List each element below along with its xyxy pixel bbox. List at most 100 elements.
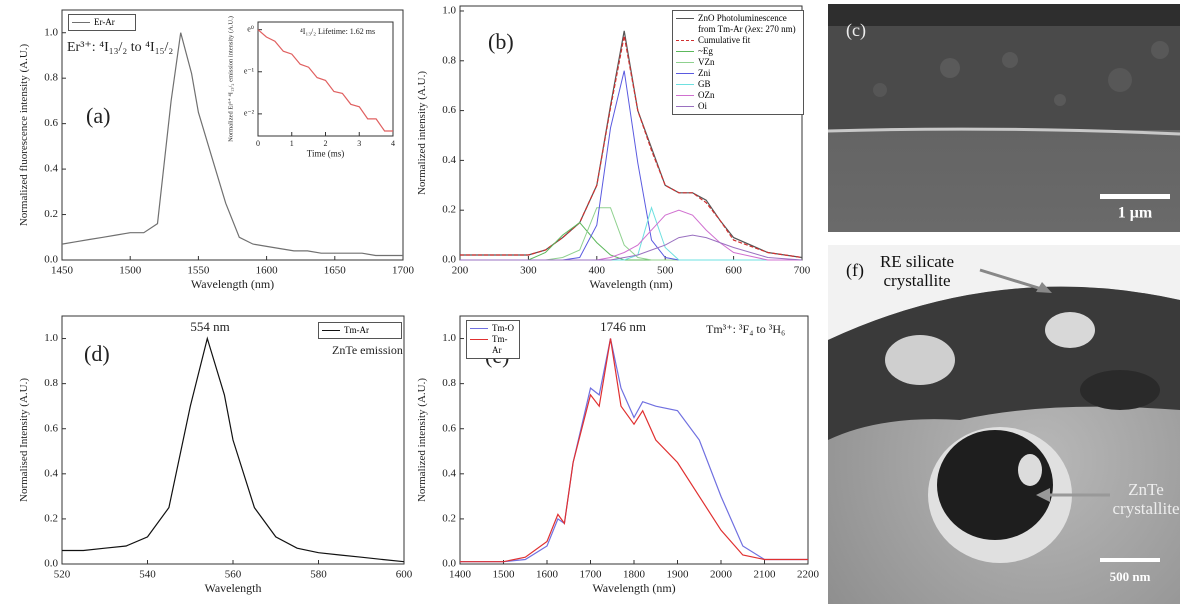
scale-bar-label: 500 nm bbox=[1110, 569, 1151, 584]
y-tick-label: 0.6 bbox=[44, 422, 58, 434]
legend-label: Tm-Ar bbox=[344, 325, 369, 335]
y-tick-label: e⁻² bbox=[244, 109, 255, 118]
data-line bbox=[257, 29, 393, 132]
legend-entry: ~Eg bbox=[676, 46, 800, 57]
legend-swatch bbox=[676, 84, 694, 85]
x-tick-label: 520 bbox=[54, 569, 71, 581]
x-tick-label: 1650 bbox=[324, 265, 347, 277]
legend-entry: VZn bbox=[676, 57, 800, 68]
y-tick-label: 0.0 bbox=[44, 254, 58, 266]
x-tick-label: 3 bbox=[357, 139, 361, 148]
x-tick-label: 1800 bbox=[623, 569, 646, 581]
x-tick-label: 2000 bbox=[710, 569, 733, 581]
y-tick-label: 0.4 bbox=[442, 467, 456, 479]
y-tick-label: 0.8 bbox=[44, 72, 58, 84]
y-tick-label: 0.2 bbox=[442, 512, 456, 524]
x-tick-label: 560 bbox=[225, 569, 242, 581]
x-axis-label: Wavelength (nm) bbox=[191, 277, 274, 291]
legend-label: GB bbox=[698, 79, 711, 89]
x-tick-label: 400 bbox=[589, 265, 606, 277]
y-tick-label: 1.0 bbox=[442, 332, 456, 344]
image-annotation: RE silicate crystallite bbox=[879, 252, 955, 290]
legend-swatch bbox=[676, 73, 694, 74]
y-axis-label: Normalized intensity (A.U.) bbox=[416, 71, 428, 195]
y-axis-label: Normalized intensity (A.U.) bbox=[416, 378, 428, 502]
y-axis-label: Normalized Er³⁺ ⁴I₁₃/₂ emission intensit… bbox=[227, 16, 234, 142]
y-tick-label: 1.0 bbox=[44, 332, 58, 344]
y-tick-label: 0.6 bbox=[44, 117, 58, 129]
x-tick-label: 2 bbox=[324, 139, 328, 148]
legend-entry: Oi bbox=[676, 101, 800, 112]
y-tick-label: e⁻¹ bbox=[244, 67, 255, 76]
y-tick-label: 0.8 bbox=[442, 377, 456, 389]
annotation: (b) bbox=[488, 29, 514, 54]
image-annotation: ZnTe crystallite bbox=[1112, 480, 1180, 518]
data-line bbox=[460, 338, 808, 563]
legend-entry: Tm-O bbox=[470, 323, 516, 334]
sem-image: 1 μm (c) bbox=[827, 4, 1181, 232]
legend-swatch bbox=[676, 106, 694, 107]
y-tick-label: 0.4 bbox=[442, 154, 456, 166]
y-tick-label: e⁰ bbox=[247, 25, 254, 34]
annotation: ⁴I₁₃/₂ Lifetime: 1.62 ms bbox=[300, 27, 375, 36]
x-tick-label: 600 bbox=[396, 569, 413, 581]
x-tick-label: 2100 bbox=[754, 569, 777, 581]
legend: ZnO Photoluminescence from Tm-Ar (λex: 2… bbox=[672, 10, 804, 115]
y-tick-label: 0.4 bbox=[44, 467, 58, 479]
legend-entry: Zni bbox=[676, 68, 800, 79]
x-tick-label: 1 bbox=[290, 139, 294, 148]
legend-label: Tm-Ar bbox=[492, 334, 508, 355]
y-tick-label: 0.8 bbox=[442, 54, 456, 66]
y-tick-label: 0.0 bbox=[442, 254, 456, 266]
legend-entry: Cumulative fit bbox=[676, 35, 800, 46]
legend-label: OZn bbox=[698, 90, 715, 100]
data-line bbox=[61, 32, 403, 257]
x-tick-label: 1550 bbox=[187, 265, 210, 277]
y-tick-label: 0.4 bbox=[44, 163, 58, 175]
legend-entry: OZn bbox=[676, 90, 800, 101]
data-line bbox=[460, 338, 808, 563]
legend-entry: Tm-Ar bbox=[322, 325, 398, 336]
legend-swatch bbox=[676, 95, 694, 96]
y-axis-label: Normalised Intensity (A.U.) bbox=[18, 378, 30, 502]
plot-frame bbox=[257, 21, 394, 137]
y-tick-label: 0.8 bbox=[44, 377, 58, 389]
legend-swatch bbox=[676, 18, 694, 19]
legend-label: Oi bbox=[698, 101, 707, 111]
x-tick-label: 200 bbox=[452, 265, 469, 277]
x-tick-label: 0 bbox=[256, 139, 260, 148]
legend: Er-Ar bbox=[68, 14, 136, 31]
x-tick-label: 1400 bbox=[449, 569, 472, 581]
x-axis-label: Wavelength (nm) bbox=[589, 277, 672, 291]
data-line bbox=[62, 336, 405, 563]
y-axis-label: Normalized fluorescence intensity (A.U.) bbox=[18, 43, 30, 226]
legend: Tm-Ar bbox=[318, 322, 402, 339]
y-tick-label: 0.2 bbox=[44, 208, 58, 220]
legend-swatch bbox=[470, 339, 488, 340]
x-tick-label: 700 bbox=[794, 265, 811, 277]
annotation: 554 nm bbox=[190, 319, 229, 334]
x-axis-label: Time (ms) bbox=[307, 148, 344, 158]
x-tick-label: 1600 bbox=[536, 569, 559, 581]
legend-swatch bbox=[676, 40, 694, 41]
x-tick-label: 600 bbox=[725, 265, 742, 277]
x-tick-label: 1600 bbox=[256, 265, 279, 277]
x-tick-label: 540 bbox=[139, 569, 156, 581]
y-tick-label: 0.6 bbox=[442, 104, 456, 116]
legend-entry: Er-Ar bbox=[72, 17, 132, 28]
data-line bbox=[460, 35, 803, 259]
legend-label: ~Eg bbox=[698, 46, 713, 56]
legend-label: VZn bbox=[698, 57, 715, 67]
y-tick-label: 0.2 bbox=[44, 512, 58, 524]
y-tick-label: 0.0 bbox=[442, 558, 456, 570]
y-tick-label: 0.0 bbox=[44, 558, 58, 570]
x-tick-label: 500 bbox=[657, 265, 674, 277]
y-tick-label: 1.0 bbox=[442, 5, 456, 17]
y-tick-label: 0.6 bbox=[442, 422, 456, 434]
annotation: ZnTe emission bbox=[332, 343, 403, 357]
legend-swatch bbox=[676, 62, 694, 63]
annotation: Tm³⁺: ³F₄ to ³H₆ bbox=[706, 322, 785, 336]
legend-label: ZnO Photoluminescence from Tm-Ar (λex: 2… bbox=[698, 13, 796, 34]
